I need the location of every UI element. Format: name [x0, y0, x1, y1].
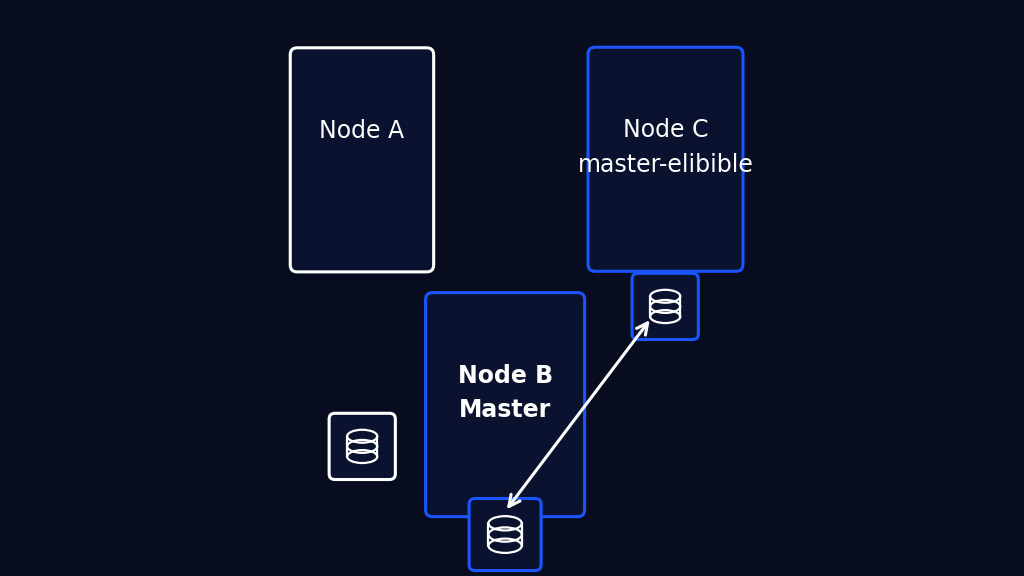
Text: Node A: Node A: [319, 119, 404, 143]
FancyBboxPatch shape: [632, 273, 698, 340]
Text: Master: Master: [459, 399, 551, 422]
FancyBboxPatch shape: [426, 293, 585, 517]
FancyBboxPatch shape: [290, 48, 434, 272]
Text: master-elibible: master-elibible: [578, 153, 754, 177]
FancyBboxPatch shape: [329, 414, 395, 479]
Text: Node B: Node B: [458, 364, 553, 388]
Text: Node C: Node C: [623, 119, 709, 142]
FancyBboxPatch shape: [588, 47, 743, 271]
FancyBboxPatch shape: [469, 498, 541, 570]
